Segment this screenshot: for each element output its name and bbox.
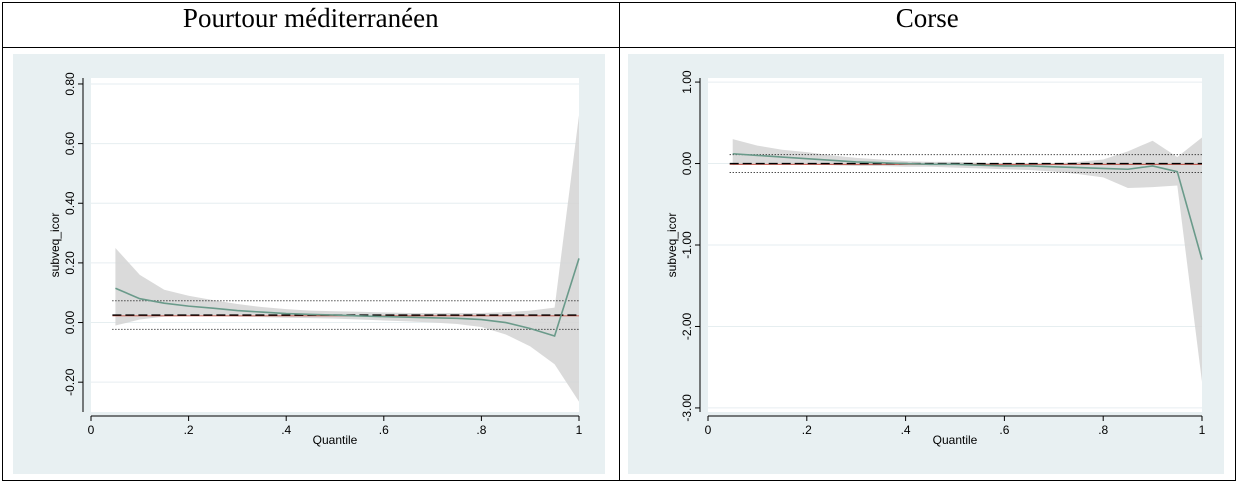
y-tick-label: 0.80 xyxy=(63,72,77,96)
y-tick-label: -0.20 xyxy=(63,368,77,396)
y-tick-label: -3.00 xyxy=(680,394,694,422)
y-axis-label: subveq_icor xyxy=(48,213,62,278)
x-tick-label: .6 xyxy=(999,423,1009,437)
y-tick-label: -2.00 xyxy=(680,312,694,340)
x-tick-label: .8 xyxy=(476,423,486,437)
x-tick-label: .4 xyxy=(900,423,910,437)
x-axis-label: Quantile xyxy=(313,433,358,447)
panel-title-left: Pourtour méditerranéen xyxy=(2,2,620,48)
x-tick-label: .4 xyxy=(281,423,291,437)
x-tick-label: .2 xyxy=(801,423,811,437)
x-tick-label: .2 xyxy=(184,423,194,437)
x-tick-label: .6 xyxy=(379,423,389,437)
y-tick-label: 0.20 xyxy=(63,251,77,275)
y-tick-label: 0.00 xyxy=(680,152,694,176)
x-tick-label: 1 xyxy=(1198,423,1205,437)
chart-left: -0.20 0.00 0.20 0.40 0.60 0.80 0 .2 .4 .6 .8 1 Quant… xyxy=(13,54,605,474)
panel-title-right: Corse xyxy=(618,2,1236,48)
estimate-line xyxy=(115,258,580,337)
estimate-line xyxy=(732,152,1203,260)
y-axis-label: subveq_icor xyxy=(665,213,679,278)
x-tick-label: 1 xyxy=(576,423,583,437)
chart-right: -3.00 -2.00 -1.00 0.00 1.00 0 .2 .4 .6 .8 1 Quantil… xyxy=(627,54,1224,474)
y-tick-label: 0.40 xyxy=(63,191,77,215)
x-axis-label: Quantile xyxy=(932,433,977,447)
y-tick-label: 1.00 xyxy=(680,70,694,94)
confidence-band xyxy=(732,137,1202,382)
y-tick-label: -1.00 xyxy=(680,231,694,259)
panel-right: -3.00 -2.00 -1.00 0.00 1.00 0 .2 .4 .6 .8 1 Quantil… xyxy=(618,47,1236,481)
x-tick-label: .8 xyxy=(1098,423,1108,437)
x-tick-label: 0 xyxy=(88,423,95,437)
y-tick-label: 0.60 xyxy=(63,132,77,156)
x-tick-label: 0 xyxy=(704,423,711,437)
y-tick-label: 0.00 xyxy=(63,311,77,335)
panel-left: -0.20 0.00 0.20 0.40 0.60 0.80 0 .2 .4 .6 .8 1 Quant… xyxy=(2,47,620,481)
plot-area xyxy=(91,78,579,412)
